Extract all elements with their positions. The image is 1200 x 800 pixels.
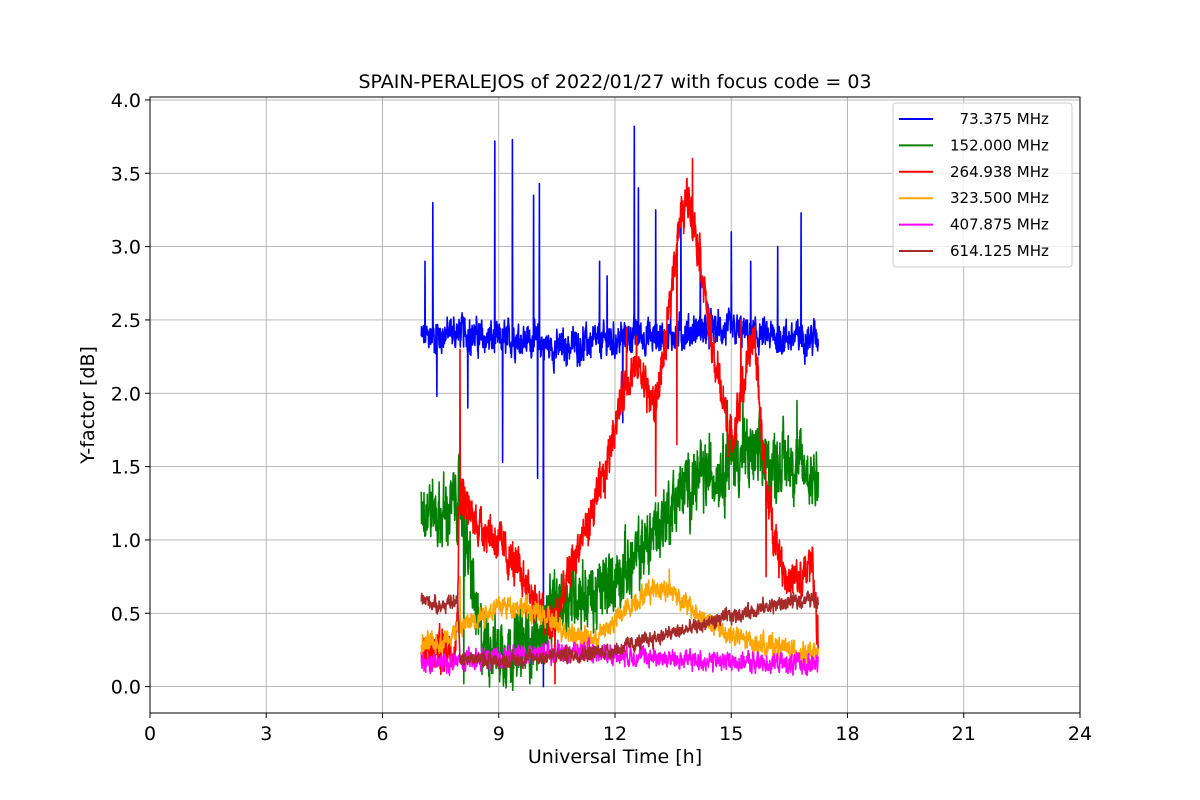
series-line-3 bbox=[420, 568, 819, 667]
legend-label: 614.125 MHz bbox=[950, 242, 1049, 260]
series-layer bbox=[420, 125, 819, 692]
x-tick-label: 3 bbox=[260, 723, 272, 745]
x-tick-label: 15 bbox=[719, 723, 743, 745]
x-tick-label: 0 bbox=[144, 723, 156, 745]
x-tick-label: 12 bbox=[603, 723, 627, 745]
x-tick-label: 24 bbox=[1068, 723, 1092, 745]
y-tick-label: 2.0 bbox=[111, 383, 141, 405]
y-tick-label: 4.0 bbox=[111, 90, 141, 112]
legend-box bbox=[892, 102, 1073, 268]
x-tick-label: 9 bbox=[493, 723, 505, 745]
series-line-4 bbox=[420, 636, 819, 677]
y-tick-label: 1.5 bbox=[111, 457, 141, 479]
legend: 73.375 MHz 152.000 MHz 264.938 MHz 323.500 … bbox=[892, 102, 1073, 268]
x-tick-label: 18 bbox=[835, 723, 859, 745]
tick-layer: 0 3 6 9 12 15 18 21 24 0.0 0.5 1.0 1.5 2.0 2.5 3.0 3.5 4.… bbox=[111, 90, 1092, 745]
series-line-2 bbox=[420, 157, 819, 685]
y-tick-label: 3.5 bbox=[111, 163, 141, 185]
y-tick-label: 3.0 bbox=[111, 237, 141, 259]
y-axis-label: Y-factor [dB] bbox=[77, 346, 99, 465]
chart-title: SPAIN-PERALEJOS of 2022/01/27 with focus… bbox=[358, 71, 871, 93]
x-tick-label: 21 bbox=[952, 723, 976, 745]
x-tick-label: 6 bbox=[376, 723, 388, 745]
y-tick-label: 2.5 bbox=[111, 310, 141, 332]
legend-label: 264.938 MHz bbox=[950, 163, 1049, 181]
y-tick-label: 0.0 bbox=[111, 677, 141, 699]
x-axis-label: Universal Time [h] bbox=[528, 746, 702, 768]
legend-label: 407.875 MHz bbox=[950, 216, 1049, 234]
legend-label: 73.375 MHz bbox=[950, 110, 1049, 128]
legend-label: 323.500 MHz bbox=[950, 189, 1049, 207]
series-line-5 bbox=[420, 590, 819, 671]
y-tick-label: 0.5 bbox=[111, 603, 141, 625]
legend-label: 152.000 MHz bbox=[950, 136, 1049, 154]
y-tick-label: 1.0 bbox=[111, 530, 141, 552]
